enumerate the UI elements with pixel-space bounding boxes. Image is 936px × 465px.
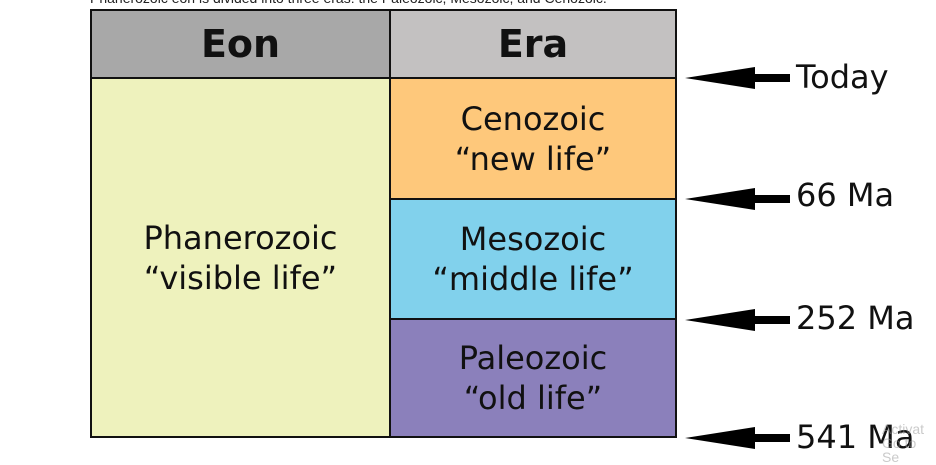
watermark-line2: Go to Se [882,435,917,465]
eon-meaning: “visible life” [143,258,338,297]
era-name: Cenozoic [460,99,606,138]
left-arrow-icon [685,309,790,331]
era-meaning: “new life” [454,139,612,178]
left-arrow-icon [685,188,790,210]
marker-541ma: 541 Ma [796,418,915,456]
geologic-time-table: Eon Era Phanerozoic “visible life” Cenoz… [90,9,677,438]
left-arrow-icon [685,67,790,89]
eon-phanerozoic: Phanerozoic “visible life” [92,79,391,436]
era-name: Mesozoic [459,220,607,258]
era-mesozoic: Mesozoic “middle life” [391,200,675,320]
activation-watermark: Activat Go to Se [882,422,936,464]
marker-66ma: 66 Ma [796,176,895,214]
era-meaning: “old life” [463,379,603,417]
era-name: Paleozoic [458,339,608,377]
marker-252ma: 252 Ma [796,299,915,337]
eon-header-label: Eon [200,22,281,66]
era-cenozoic: Cenozoic “new life” [391,79,675,200]
eon-header: Eon [92,11,391,79]
era-header: Era [391,11,675,79]
caption: Phanerozoic eon is divided into three er… [90,0,607,6]
era-header-label: Era [497,22,569,66]
marker-today: Today [796,58,889,96]
era-meaning: “middle life” [432,260,634,298]
era-paleozoic: Paleozoic “old life” [391,320,675,436]
eon-name: Phanerozoic [143,218,338,257]
watermark-line1: Activat [882,421,925,437]
left-arrow-icon [685,427,790,449]
